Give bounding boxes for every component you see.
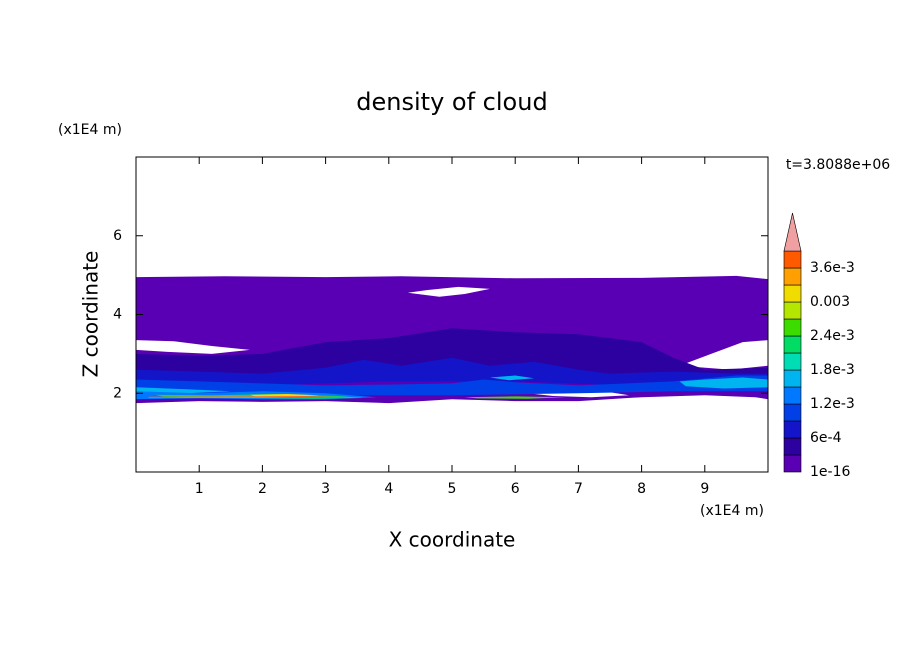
colorbar-box xyxy=(783,369,802,388)
colorbar-extension xyxy=(783,212,802,252)
x-unit: (x1E4 m) xyxy=(700,503,764,519)
contour-region xyxy=(161,396,313,398)
x-tick-label: 2 xyxy=(258,481,267,497)
contour-region xyxy=(136,375,768,396)
contour-region xyxy=(489,375,535,381)
colorbar-box xyxy=(783,403,802,422)
colorbar-box xyxy=(783,352,802,371)
time-annotation: t=3.8088e+06 xyxy=(786,157,890,173)
colorbar-box xyxy=(783,335,802,354)
contour-field xyxy=(136,275,768,404)
y-tick-label: 4 xyxy=(113,307,122,323)
colorbar-label: 1.8e-3 xyxy=(810,362,855,378)
clear-region xyxy=(136,340,250,354)
contour-region xyxy=(679,377,768,389)
colorbar-box xyxy=(783,267,802,286)
contour-region xyxy=(136,357,768,390)
colorbar-label: 1.2e-3 xyxy=(810,396,855,412)
clear-region xyxy=(679,340,768,370)
x-tick-label: 9 xyxy=(700,481,709,497)
colorbar-box xyxy=(783,386,802,405)
colorbar-box xyxy=(783,318,802,337)
colorbar-box xyxy=(783,284,802,303)
colorbar-label: 2.4e-3 xyxy=(810,328,855,344)
clear-region xyxy=(407,286,490,297)
y-axis-label: Z coordinate xyxy=(79,251,103,378)
y-tick-label: 6 xyxy=(113,228,122,244)
colorbar-label: 0.003 xyxy=(810,294,850,310)
x-tick-label: 7 xyxy=(574,481,583,497)
x-tick-label: 1 xyxy=(195,481,204,497)
colorbar-label: 3.6e-3 xyxy=(810,260,855,276)
colorbar-box xyxy=(783,437,802,456)
contour-region xyxy=(136,387,231,394)
colorbar-label: 6e-4 xyxy=(810,430,842,446)
x-tick-label: 8 xyxy=(637,481,646,497)
y-tick-label: 2 xyxy=(113,385,122,401)
colorbar-box xyxy=(783,301,802,320)
colorbar-box xyxy=(783,250,802,269)
x-tick-label: 4 xyxy=(384,481,393,497)
x-tick-label: 3 xyxy=(321,481,330,497)
x-axis-label: X coordinate xyxy=(389,528,516,552)
x-tick-label: 6 xyxy=(511,481,520,497)
contour-region xyxy=(464,396,566,399)
x-tick-label: 5 xyxy=(448,481,457,497)
colorbar-label: 1e-16 xyxy=(810,464,850,480)
axes: 1 2 3 4 5 6 7 8 9 2 4 6 1e-16 6e-4 1.2e-3 1.8e-3 2.4e-3 0… xyxy=(113,156,855,497)
colorbar-box xyxy=(783,454,802,473)
chart-title: density of cloud xyxy=(356,88,547,116)
y-unit: (x1E4 m) xyxy=(58,122,122,138)
colorbar-box xyxy=(783,420,802,439)
